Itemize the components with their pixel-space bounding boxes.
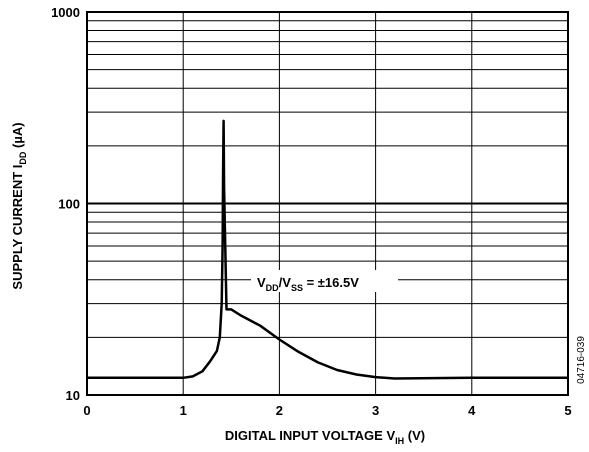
annotation-background: [251, 270, 398, 292]
x-axis-label-tail: (V): [404, 428, 425, 443]
x-axis-label-sub: IH: [395, 436, 404, 446]
y-tick-label: 10: [66, 388, 80, 403]
annotation-mid: /V: [279, 275, 292, 290]
x-axis-label-main: DIGITAL INPUT VOLTAGE V: [225, 428, 396, 443]
data-series: [87, 119, 568, 380]
y-axis-label-main: SUPPLY CURRENT I: [10, 165, 25, 290]
annotation-s1: DD: [266, 283, 279, 293]
annotation: VDD/VSS = ±16.5V: [251, 270, 398, 293]
x-tick-label: 5: [564, 403, 571, 418]
plot-frame: [86, 11, 569, 396]
x-tick-label: 0: [83, 403, 90, 418]
annotation-s2: SS: [291, 283, 303, 293]
y-axis-label-tail: (µA): [10, 122, 25, 151]
x-tick-label: 2: [276, 403, 283, 418]
y-tick-label: 100: [58, 197, 80, 212]
x-tick-label: 4: [468, 403, 476, 418]
y-axis-label: SUPPLY CURRENT IDD (µA): [10, 122, 28, 289]
tick-labels: 0 1 2 3 4 5 10 100 1000: [51, 5, 572, 418]
grid: [87, 12, 568, 395]
series-line: [87, 119, 568, 380]
annotation-tail: = ±16.5V: [303, 275, 359, 290]
y-tick-label: 1000: [51, 5, 80, 20]
x-tick-label: 1: [180, 403, 187, 418]
figure-id: 04716-039: [576, 336, 587, 384]
x-tick-label: 3: [372, 403, 379, 418]
x-axis-label: DIGITAL INPUT VOLTAGE VIH (V): [225, 428, 425, 446]
y-axis-label-sub: DD: [18, 151, 28, 164]
annotation-text: VDD/VSS = ±16.5V: [257, 275, 359, 293]
annotation-v1: V: [257, 275, 266, 290]
